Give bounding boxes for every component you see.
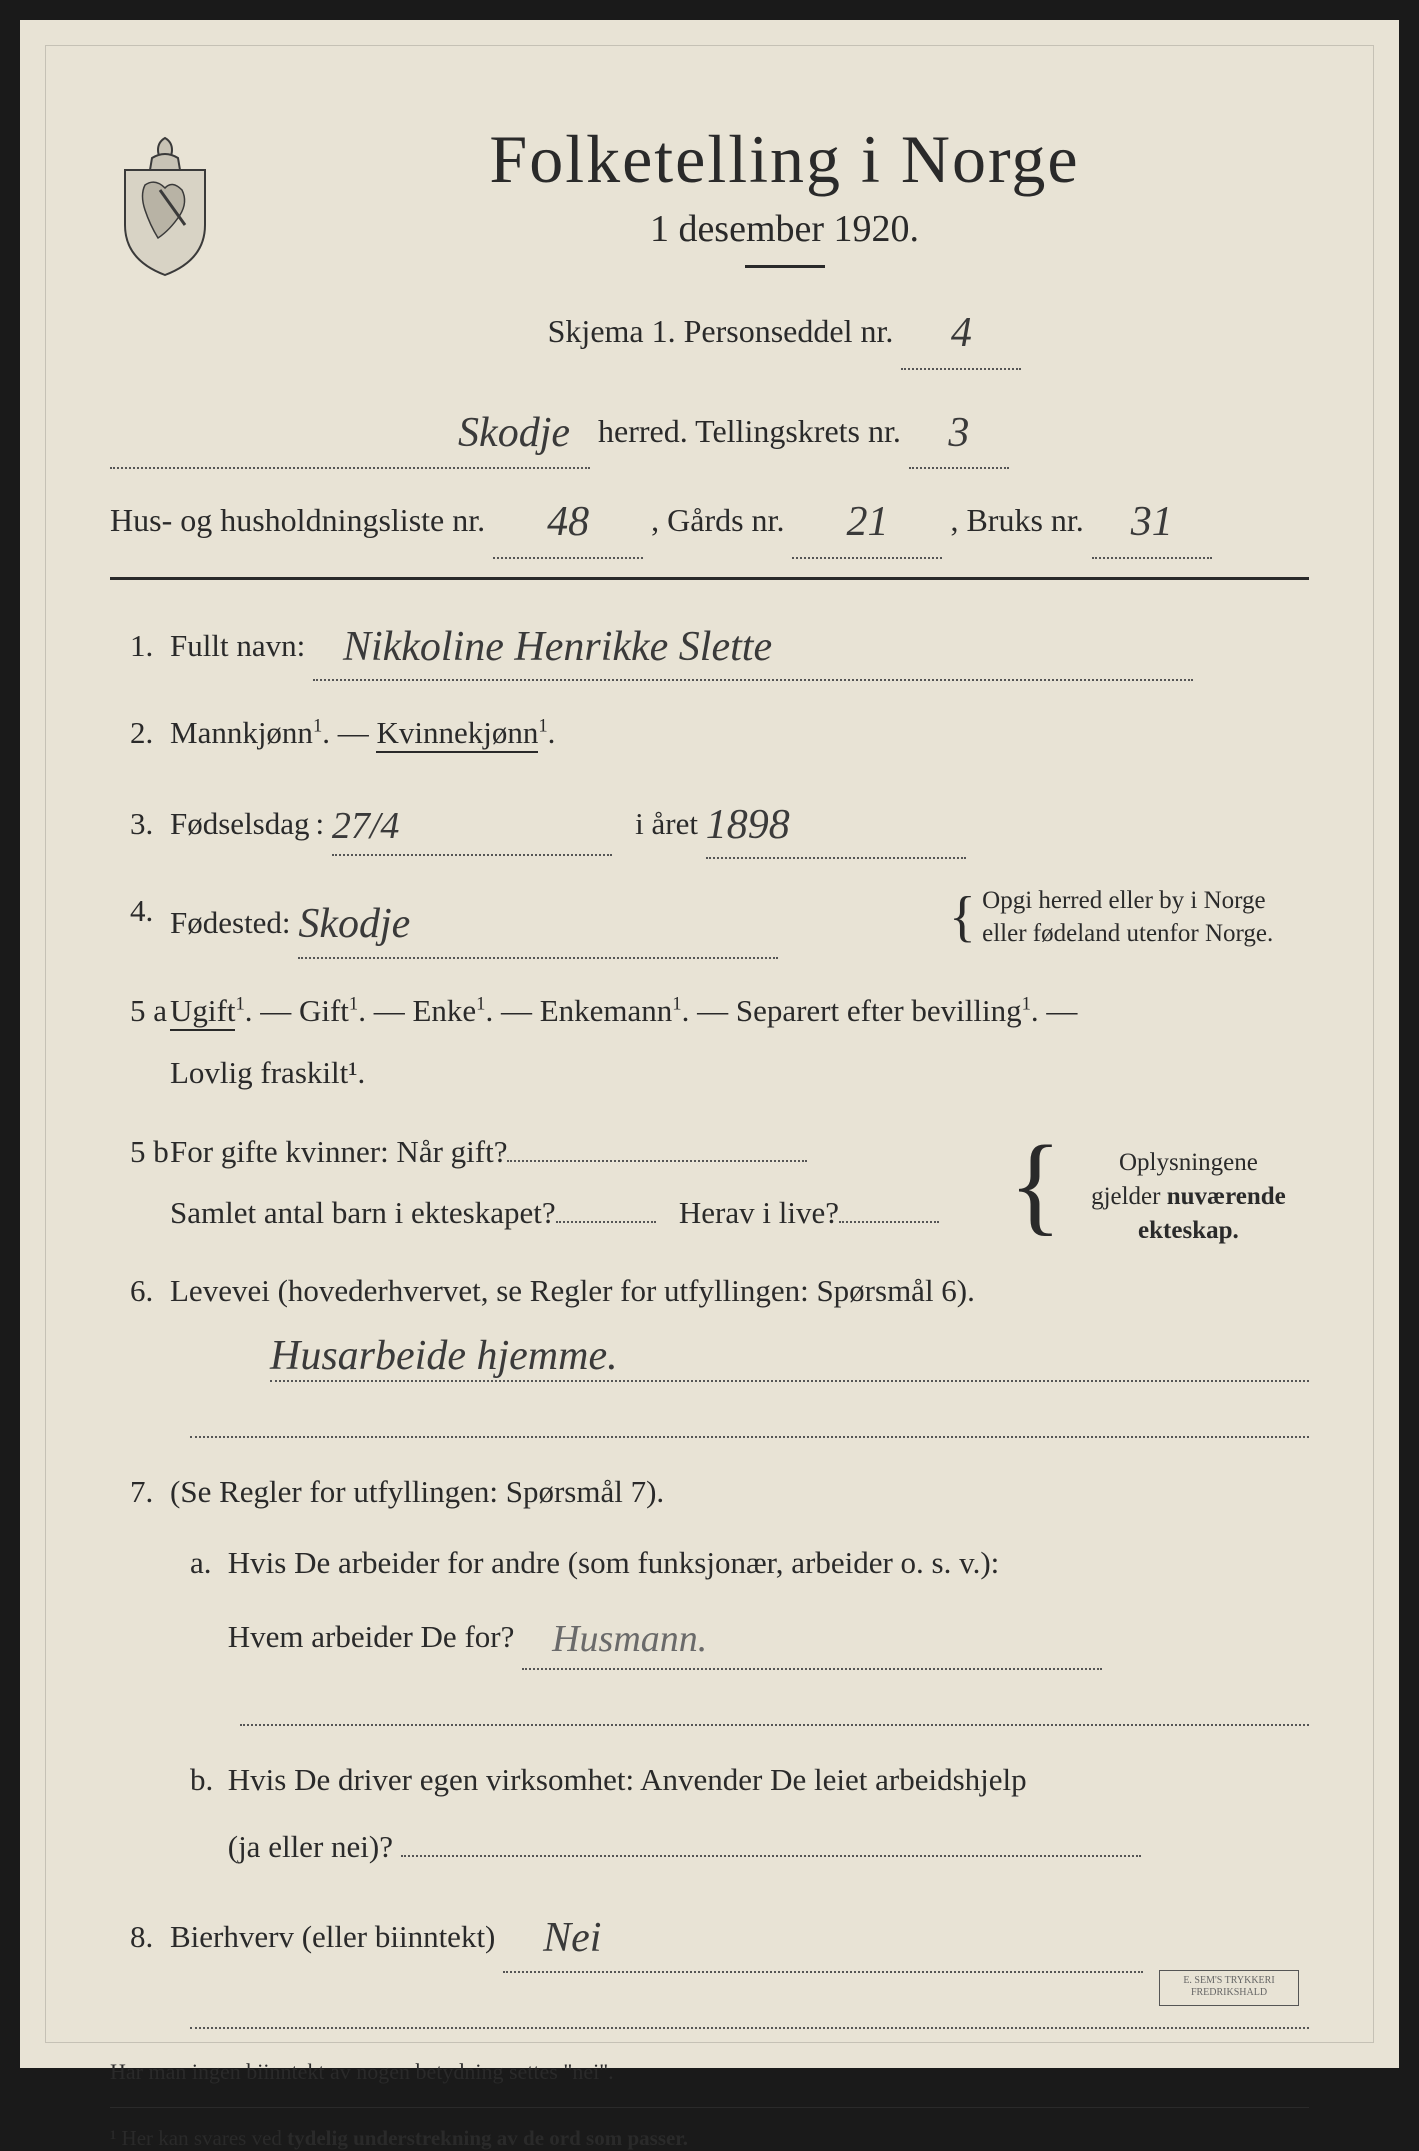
- q7a-l2: Hvem arbeider De for?: [228, 1619, 515, 1654]
- q8: 8. Bierhverv (eller biinntekt) Nei: [110, 1899, 1309, 1972]
- bruks-nr: 31: [1131, 499, 1173, 545]
- coat-of-arms-icon: [110, 130, 220, 280]
- q6-blank-line: [190, 1410, 1309, 1438]
- q2-opt-b: Kvinnekjønn: [376, 715, 538, 753]
- q4-num: 4.: [110, 885, 170, 938]
- divider-1: [110, 577, 1309, 580]
- q2-opt-a: Mannkjønn: [170, 715, 313, 750]
- q6-num: 6.: [110, 1265, 170, 1318]
- q5b: 5 b For gifte kvinner: Når gift? { Oplys…: [110, 1126, 1309, 1179]
- q7-label: (Se Regler for utfyllingen: Spørsmål 7).: [170, 1466, 1309, 1519]
- bruks-label: , Bruks nr.: [950, 502, 1083, 538]
- q8-value: Nei: [543, 1915, 601, 1961]
- q5a-num: 5 a: [110, 985, 170, 1038]
- q7a-l1: Hvis De arbeider for andre (som funksjon…: [228, 1545, 1000, 1580]
- q5a-ugift: Ugift: [170, 993, 235, 1031]
- q7: 7. (Se Regler for utfyllingen: Spørsmål …: [110, 1466, 1309, 1519]
- header: Folketelling i Norge 1 desember 1920. Sk…: [110, 120, 1309, 382]
- gards-nr: 21: [846, 499, 888, 545]
- q7b-l2: (ja eller nei)?: [228, 1829, 393, 1864]
- q7a: a. Hvis De arbeider for andre (som funks…: [110, 1537, 1309, 1590]
- q3-year: 1898: [706, 802, 790, 848]
- q4-value: Skodje: [298, 901, 410, 947]
- husliste-label: Hus- og husholdningsliste nr.: [110, 502, 485, 538]
- divider-2: [110, 2107, 1309, 2108]
- q4: 4. Fødested: Skodje { Opgi herred eller …: [110, 885, 1309, 958]
- q7-num: 7.: [110, 1466, 170, 1519]
- q6: 6. Levevei (hovederhvervet, se Regler fo…: [110, 1265, 1309, 1318]
- q7a-line2: Hvem arbeider De for? Husmann.: [110, 1603, 1309, 1670]
- q3-label: Fødselsdag: [170, 806, 310, 841]
- q1-label: Fullt navn:: [170, 628, 305, 663]
- herred-value: Skodje: [458, 410, 570, 456]
- q7b-line2: (ja eller nei)?: [110, 1821, 1309, 1874]
- census-form-page: Folketelling i Norge 1 desember 1920. Sk…: [20, 20, 1399, 2068]
- q3-year-label: i året: [635, 806, 698, 841]
- q5a: 5 a Ugift1. — Gift1. — Enke1. — Enkemann…: [110, 985, 1309, 1038]
- q3: 3. Fødselsdag: 27/4 i året 1898: [110, 786, 1309, 859]
- q7b-l1: Hvis De driver egen virksomhet: Anvender…: [228, 1762, 1027, 1797]
- q7b: b. Hvis De driver egen virksomhet: Anven…: [110, 1754, 1309, 1807]
- q5b-l1: For gifte kvinner: Når gift?: [170, 1134, 507, 1169]
- title-block: Folketelling i Norge 1 desember 1920. Sk…: [260, 120, 1309, 382]
- husliste-line: Hus- og husholdningsliste nr. 48 , Gårds…: [110, 481, 1309, 559]
- q5b-num: 5 b: [110, 1126, 170, 1179]
- main-title: Folketelling i Norge: [260, 120, 1309, 199]
- q1: 1. Fullt navn: Nikkoline Henrikke Slette: [110, 608, 1309, 681]
- q7a-blank: [240, 1698, 1309, 1726]
- subtitle: 1 desember 1920.: [260, 207, 1309, 251]
- q1-num: 1.: [110, 620, 170, 673]
- q2-num: 2.: [110, 707, 170, 760]
- q4-note: { Opgi herred eller by i Norge eller fød…: [949, 885, 1309, 950]
- q3-day: 27/4: [332, 805, 400, 847]
- husliste-nr: 48: [547, 499, 589, 545]
- herred-label: herred. Tellingskrets nr.: [598, 413, 901, 449]
- q8-num: 8.: [110, 1911, 170, 1964]
- q8-label: Bierhverv (eller biinntekt): [170, 1919, 495, 1954]
- printer-stamp: E. SEM'S TRYKKERI FREDRIKSHALD: [1159, 1970, 1299, 2006]
- gards-label: , Gårds nr.: [651, 502, 784, 538]
- q5a-line2: Lovlig fraskilt¹.: [110, 1047, 1309, 1100]
- title-divider: [745, 265, 825, 268]
- q7a-value: Husmann.: [552, 1618, 707, 1660]
- q1-value: Nikkoline Henrikke Slette: [343, 624, 772, 670]
- q6-label: Levevei (hovederhvervet, se Regler for u…: [170, 1265, 1309, 1318]
- skjema-line: Skjema 1. Personseddel nr. 4: [260, 292, 1309, 370]
- q3-num: 3.: [110, 798, 170, 851]
- q5b-note: { Oplysningene gjelder nuværende ekteska…: [1009, 1146, 1309, 1247]
- skjema-label: Skjema 1. Personseddel nr.: [548, 313, 894, 349]
- q7b-letter: b.: [170, 1754, 220, 1807]
- q6-value: Husarbeide hjemme.: [270, 1333, 618, 1379]
- footnote-1: Har man ingen biinntekt av nogen betydni…: [110, 2059, 1309, 2085]
- herred-line: Skodje herred. Tellingskrets nr. 3: [110, 392, 1309, 470]
- q8-blank: [190, 2001, 1309, 2029]
- q4-label: Fødested:: [170, 905, 291, 940]
- footnote-2: ¹ Her kan svares ved tydelig understrekn…: [110, 2126, 1309, 2151]
- personseddel-nr: 4: [951, 310, 972, 356]
- q7a-letter: a.: [170, 1537, 220, 1590]
- tellingskrets-nr: 3: [948, 410, 969, 456]
- q6-answer-line: Husarbeide hjemme.: [270, 1328, 1309, 1382]
- q2: 2. Mannkjønn1. — Kvinnekjønn1.: [110, 707, 1309, 760]
